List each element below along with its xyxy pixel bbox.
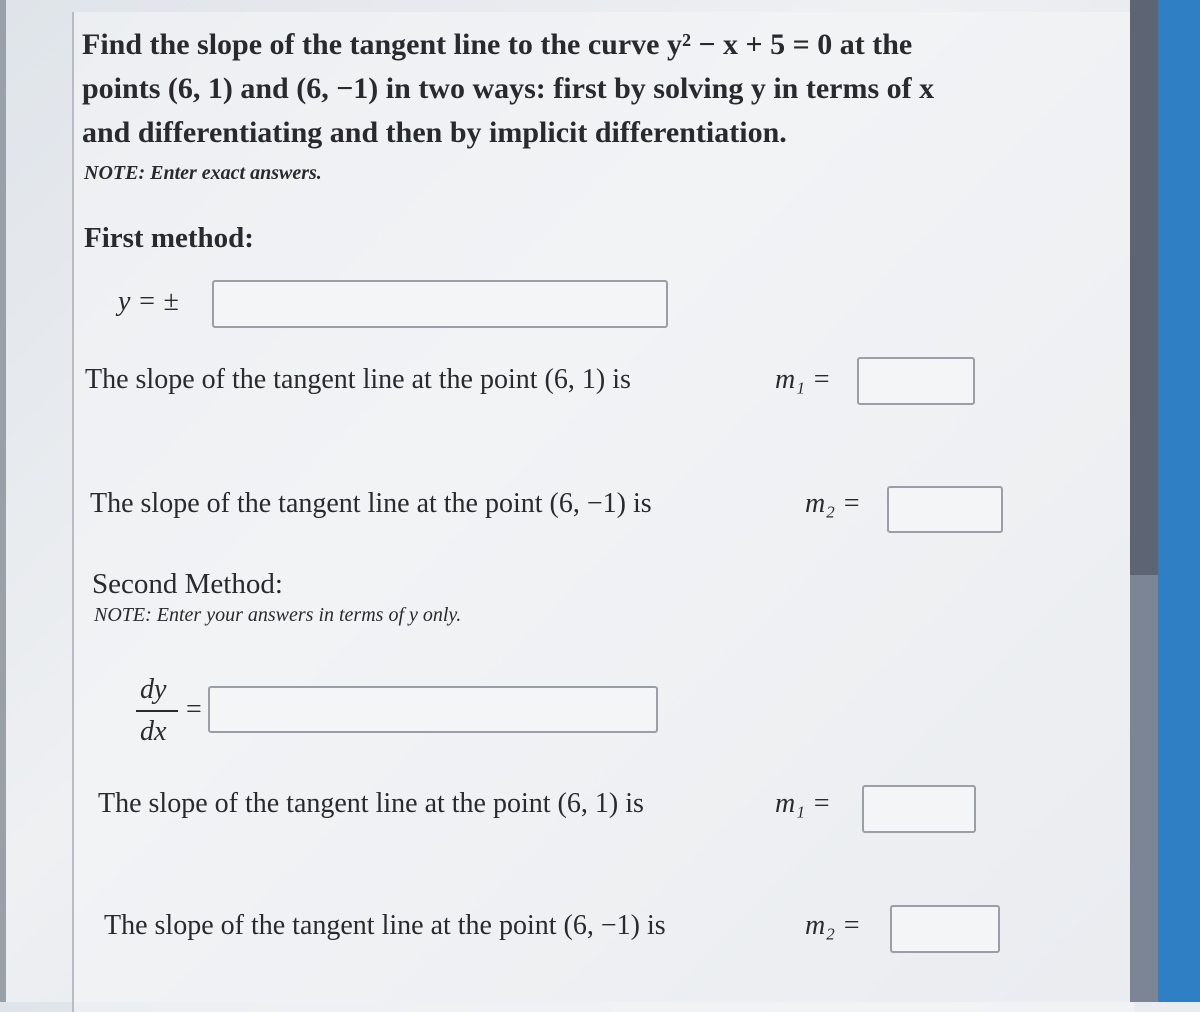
section-heading: Second Method: xyxy=(92,568,283,600)
answer-input[interactable] xyxy=(887,486,1003,533)
section-heading: First method: xyxy=(84,222,254,254)
problem-line: Find the slope of the tangent line to th… xyxy=(82,28,913,61)
question-text: The slope of the tangent line at the poi… xyxy=(85,364,631,395)
question-text: The slope of the tangent line at the poi… xyxy=(90,488,652,519)
m1-label: m₁ = xyxy=(775,788,831,819)
question-text: The slope of the tangent line at the poi… xyxy=(98,788,644,819)
y-label: y = ± xyxy=(118,286,179,317)
equals: = xyxy=(186,694,202,725)
fraction-denominator: dx xyxy=(140,716,167,747)
answer-input[interactable] xyxy=(208,686,658,733)
m2-label: m₂ = xyxy=(805,910,861,941)
fraction-bar xyxy=(136,710,178,712)
question-text: The slope of the tangent line at the poi… xyxy=(104,910,666,941)
m2-label: m₂ = xyxy=(805,488,861,519)
desktop-edge xyxy=(1158,0,1200,1002)
answer-input[interactable] xyxy=(890,905,1000,953)
scrollbar-thumb[interactable] xyxy=(1130,0,1158,575)
fraction-numerator: dy xyxy=(140,674,167,705)
note: NOTE: Enter your answers in terms of y o… xyxy=(94,604,462,626)
answer-input[interactable] xyxy=(212,280,668,328)
m1-label: m₁ = xyxy=(775,364,831,395)
problem-line: points (6, 1) and (6, −1) in two ways: f… xyxy=(82,72,935,105)
answer-input[interactable] xyxy=(862,785,976,833)
answer-input[interactable] xyxy=(857,357,975,405)
note: NOTE: Enter exact answers. xyxy=(84,162,322,184)
window-edge xyxy=(0,0,6,1002)
problem-line: and differentiating and then by implicit… xyxy=(82,116,787,149)
